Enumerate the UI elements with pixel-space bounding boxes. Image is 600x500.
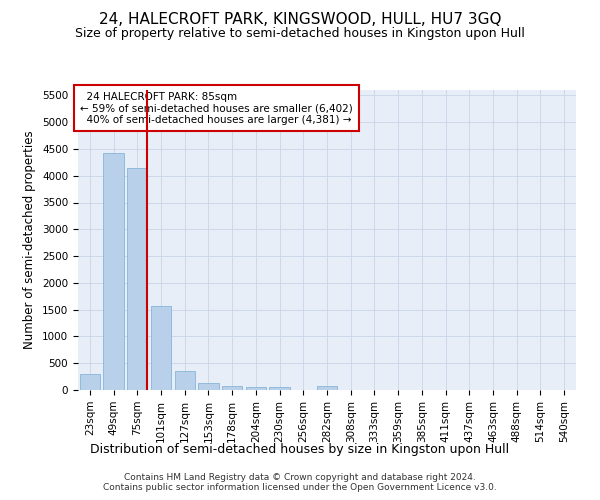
Bar: [151, 306, 171, 390]
Text: 24, HALECROFT PARK, KINGSWOOD, HULL, HU7 3GQ: 24, HALECROFT PARK, KINGSWOOD, HULL, HU7…: [99, 12, 501, 28]
Bar: [222, 386, 242, 390]
Bar: [246, 386, 266, 390]
Bar: [269, 386, 290, 390]
Text: Distribution of semi-detached houses by size in Kingston upon Hull: Distribution of semi-detached houses by …: [91, 442, 509, 456]
Bar: [175, 371, 195, 390]
Bar: [80, 374, 100, 390]
Text: Size of property relative to semi-detached houses in Kingston upon Hull: Size of property relative to semi-detach…: [75, 28, 525, 40]
Bar: [127, 168, 148, 390]
Text: Contains HM Land Registry data © Crown copyright and database right 2024.
Contai: Contains HM Land Registry data © Crown c…: [103, 472, 497, 492]
Text: 24 HALECROFT PARK: 85sqm
← 59% of semi-detached houses are smaller (6,402)
  40%: 24 HALECROFT PARK: 85sqm ← 59% of semi-d…: [80, 92, 353, 124]
Y-axis label: Number of semi-detached properties: Number of semi-detached properties: [23, 130, 37, 350]
Bar: [199, 382, 218, 390]
Bar: [103, 152, 124, 390]
Bar: [317, 386, 337, 390]
